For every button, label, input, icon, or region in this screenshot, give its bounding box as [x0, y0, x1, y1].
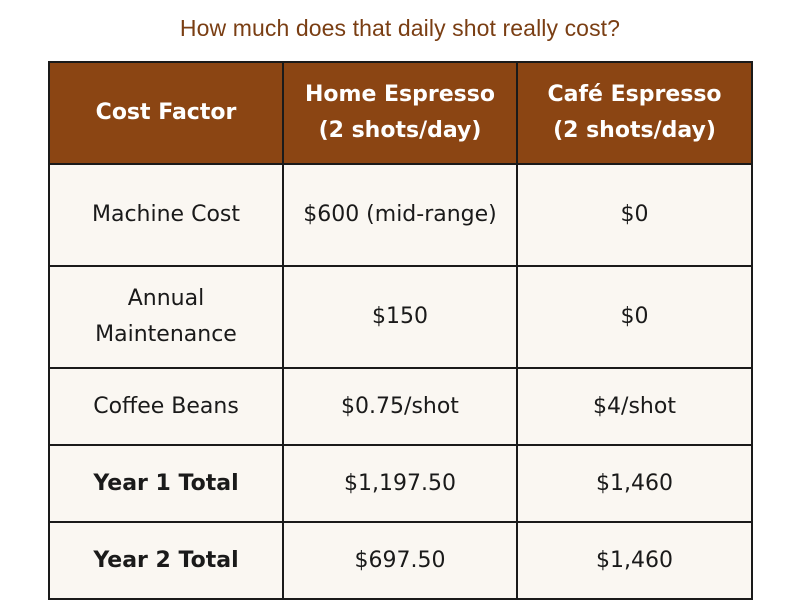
home-value: $600 (mid-range) [282, 163, 518, 267]
home-value: $0.75/shot [282, 367, 518, 446]
cafe-value: $4/shot [516, 367, 753, 446]
home-value: $150 [282, 265, 518, 369]
cafe-value: $1,460 [516, 444, 753, 523]
cost-comparison-table: Cost Factor Home Espresso (2 shots/day) … [48, 61, 753, 600]
table-row: Year 1 Total $1,197.50 $1,460 [48, 444, 753, 523]
row-label: Coffee Beans [48, 367, 284, 446]
page-title: How much does that daily shot really cos… [179, 15, 621, 41]
cafe-value: $0 [516, 265, 753, 369]
header-cost-factor: Cost Factor [48, 61, 284, 165]
table-header: Cost Factor Home Espresso (2 shots/day) … [48, 61, 753, 165]
header-row: Cost Factor Home Espresso (2 shots/day) … [48, 61, 753, 165]
table-row: Year 2 Total $697.50 $1,460 [48, 521, 753, 600]
home-value: $697.50 [282, 521, 518, 600]
cafe-value: $1,460 [516, 521, 753, 600]
cafe-value: $0 [516, 163, 753, 267]
table-row: Machine Cost $600 (mid-range) $0 [48, 163, 753, 267]
row-label: Annual Maintenance [48, 265, 284, 369]
row-label: Year 1 Total [48, 444, 284, 523]
home-value: $1,197.50 [282, 444, 518, 523]
table-row: Annual Maintenance $150 $0 [48, 265, 753, 369]
table-row: Coffee Beans $0.75/shot $4/shot [48, 367, 753, 446]
row-label: Machine Cost [48, 163, 284, 267]
header-home-espresso: Home Espresso (2 shots/day) [282, 61, 518, 165]
table-body: Machine Cost $600 (mid-range) $0 Annual … [48, 163, 753, 600]
header-cafe-espresso: Café Espresso (2 shots/day) [516, 61, 753, 165]
row-label: Year 2 Total [48, 521, 284, 600]
